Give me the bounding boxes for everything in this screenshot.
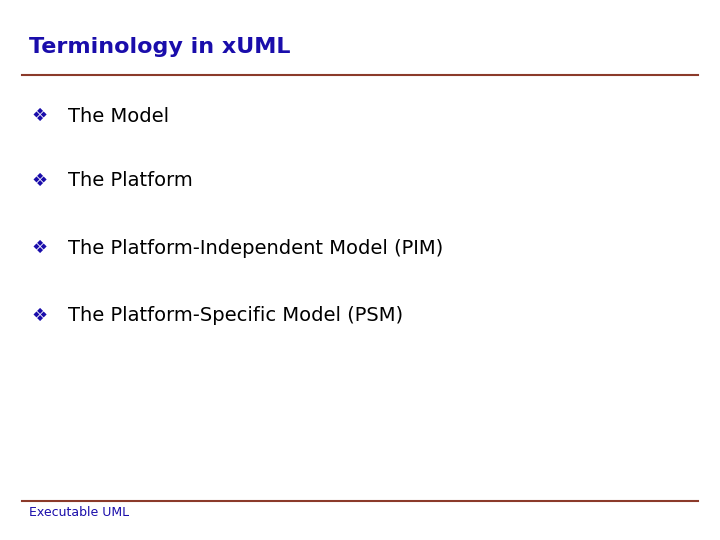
Text: Terminology in xUML: Terminology in xUML: [29, 37, 290, 57]
Text: The Model: The Model: [68, 106, 169, 126]
Text: The Platform: The Platform: [68, 171, 193, 191]
Text: ❖: ❖: [32, 107, 48, 125]
Text: ❖: ❖: [32, 307, 48, 325]
Text: ❖: ❖: [32, 172, 48, 190]
Text: The Platform-Independent Model (PIM): The Platform-Independent Model (PIM): [68, 239, 444, 258]
Text: The Platform-Specific Model (PSM): The Platform-Specific Model (PSM): [68, 306, 403, 326]
Text: ❖: ❖: [32, 239, 48, 258]
Text: Executable UML: Executable UML: [29, 507, 129, 519]
